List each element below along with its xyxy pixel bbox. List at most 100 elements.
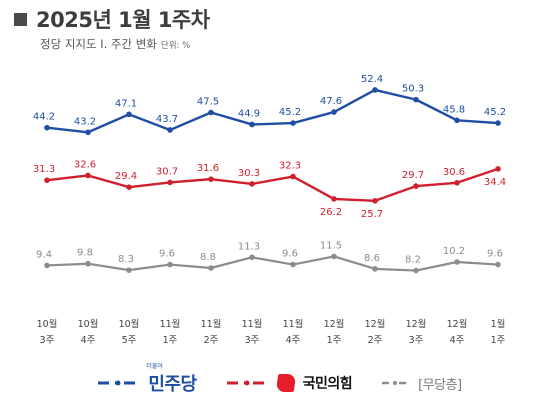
legend-line-none <box>382 381 409 385</box>
tick-label-10-1: 4주 <box>450 335 465 346</box>
data-point-1-0 <box>44 177 50 184</box>
tick-label-11-1: 1주 <box>491 335 506 346</box>
data-label-2-0: 9.4 <box>36 249 52 260</box>
data-label-2-9: 8.2 <box>405 255 421 266</box>
series-line-0 <box>46 88 499 134</box>
tick-label-4-0: 11월 <box>201 318 222 330</box>
data-point-0-4 <box>208 109 214 116</box>
data-point-1-2 <box>126 184 132 190</box>
data-point-0-8 <box>372 87 378 93</box>
data-point-1-3 <box>167 179 173 186</box>
tick-label-1-1: 4주 <box>81 335 96 346</box>
data-label-1-4: 31.6 <box>197 163 219 174</box>
tick-label-7-0: 12월 <box>324 318 345 330</box>
data-label-2-2: 8.3 <box>118 254 134 265</box>
data-label-2-6: 9.6 <box>282 249 298 260</box>
data-point-0-10 <box>454 117 460 124</box>
data-point-0-7 <box>331 109 337 115</box>
tick-label-1-0: 10월 <box>78 318 99 330</box>
tick-label-8-1: 2주 <box>368 335 383 346</box>
series-line-1 <box>46 167 499 202</box>
data-label-1-0: 31.3 <box>33 164 55 175</box>
tick-label-3-0: 11월 <box>160 318 181 330</box>
data-point-2-9 <box>413 267 419 274</box>
legend-line-minju <box>98 380 139 386</box>
subtitle-row: 정당 지지도 Ⅰ. 주간 변화 단위: % <box>40 36 190 52</box>
data-point-0-6 <box>290 120 296 126</box>
data-label-0-7: 47.6 <box>320 96 342 107</box>
data-point-1-7 <box>331 196 337 202</box>
data-label-2-4: 8.8 <box>200 252 216 263</box>
data-point-1-4 <box>208 176 214 182</box>
data-label-0-0: 44.2 <box>33 112 55 123</box>
unit-label: 단위: % <box>160 41 191 51</box>
data-label-0-4: 47.5 <box>197 97 219 108</box>
legend: 더불어 민주당 국민의힘 [무당층] <box>0 363 558 400</box>
data-label-2-10: 10.2 <box>443 246 465 257</box>
data-label-0-6: 45.2 <box>279 107 301 118</box>
data-point-0-3 <box>167 127 173 133</box>
legend-item-none: [무당층] <box>380 374 462 393</box>
data-label-2-5: 11.3 <box>238 241 260 252</box>
legend-line-ppp <box>226 380 267 386</box>
data-label-2-8: 8.6 <box>364 253 380 264</box>
tick-label-6-1: 4주 <box>286 335 301 346</box>
line-chart: 44.2 43.2 47.1 43.7 47.5 44.9 45.2 47.6 52.4 50.3… <box>33 74 506 346</box>
page-title: 2025년 1월 1주차 <box>36 8 210 32</box>
legend-label-minju: 민주당 <box>148 374 197 395</box>
data-point-2-2 <box>126 267 132 273</box>
data-label-1-7: 26.2 <box>320 207 342 218</box>
tick-label-5-0: 11월 <box>242 318 263 330</box>
data-point-2-11 <box>495 261 501 268</box>
data-label-0-2: 47.1 <box>115 98 137 109</box>
data-label-1-5: 30.3 <box>238 168 260 179</box>
title-square-icon <box>14 12 27 26</box>
data-point-0-9 <box>413 96 419 103</box>
tick-label-2-0: 10월 <box>119 318 140 330</box>
data-label-1-2: 29.4 <box>115 171 137 182</box>
data-point-2-0 <box>44 262 50 269</box>
data-label-0-8: 52.4 <box>361 74 383 85</box>
tick-label-9-0: 12월 <box>406 318 427 330</box>
tick-label-4-1: 2주 <box>204 335 219 346</box>
tick-label-6-0: 11월 <box>283 318 304 330</box>
data-label-2-11: 9.6 <box>487 249 503 260</box>
legend-label-none: [무당층] <box>418 377 462 393</box>
data-label-0-5: 44.9 <box>238 108 260 119</box>
tick-label-11-0: 1월 <box>491 318 506 330</box>
tick-label-9-1: 3주 <box>409 335 424 346</box>
data-point-1-11 <box>495 166 501 172</box>
data-label-1-9: 29.7 <box>402 170 424 181</box>
data-point-1-5 <box>249 181 255 187</box>
data-point-2-10 <box>454 259 460 265</box>
data-point-0-2 <box>126 111 132 118</box>
data-label-2-1: 9.8 <box>77 248 93 259</box>
data-point-0-5 <box>249 121 255 128</box>
data-point-2-5 <box>249 254 255 261</box>
legend-label-ppp: 국민의힘 <box>302 376 353 392</box>
data-point-1-6 <box>290 173 296 180</box>
data-point-0-1 <box>85 129 91 136</box>
data-point-2-6 <box>290 261 296 268</box>
title-row: 2025년 1월 1주차 <box>14 4 210 34</box>
data-label-1-8: 25.7 <box>361 209 383 220</box>
data-label-1-6: 32.3 <box>279 161 301 172</box>
data-point-0-11 <box>495 120 501 126</box>
minju-logo-small: 더불어 <box>146 363 163 370</box>
tick-label-3-1: 1주 <box>163 335 178 346</box>
data-label-2-7: 11.5 <box>320 240 342 251</box>
data-label-0-1: 43.2 <box>74 116 96 127</box>
tick-label-5-1: 3주 <box>245 335 260 346</box>
legend-item-ppp: 국민의힘 <box>225 373 353 393</box>
data-label-1-3: 30.7 <box>156 166 178 177</box>
data-point-2-8 <box>372 266 378 272</box>
data-label-0-9: 50.3 <box>402 84 424 95</box>
data-point-1-10 <box>454 180 460 186</box>
data-label-0-11: 45.2 <box>484 107 506 118</box>
tick-label-2-1: 5주 <box>122 335 137 346</box>
data-label-0-3: 43.7 <box>156 114 178 125</box>
data-point-1-9 <box>413 183 419 189</box>
tick-label-8-0: 12월 <box>365 318 386 330</box>
data-point-1-8 <box>372 197 378 204</box>
data-point-2-7 <box>331 253 337 260</box>
